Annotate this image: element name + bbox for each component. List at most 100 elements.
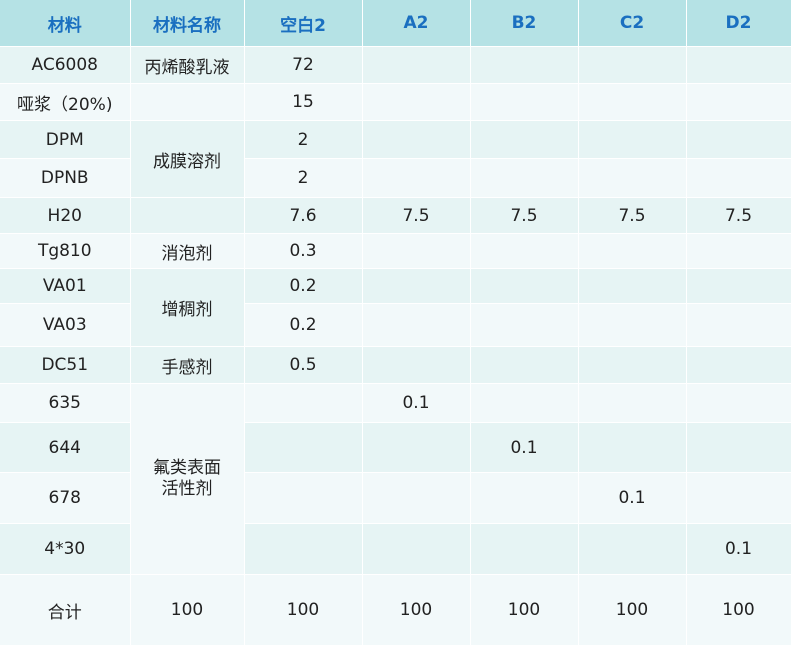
table-row: 644 0.1 <box>0 422 791 473</box>
cell-d2 <box>686 46 791 84</box>
cell-material: 635 <box>0 383 131 423</box>
cell-a2 <box>362 472 471 524</box>
table-row: 635 氟类表面 活性剂 0.1 <box>0 383 791 575</box>
cell-material-name: 增稠剂 <box>130 268 245 347</box>
cell-a2 <box>362 46 471 84</box>
cell-c2 <box>578 46 687 84</box>
cell-d2 <box>686 120 791 159</box>
header-a2: A2 <box>362 0 471 47</box>
cell-c2 <box>578 422 687 473</box>
cell-c2: 100 <box>578 574 687 646</box>
table-row: 哑浆（20%) 15 <box>0 83 791 121</box>
table-row: DC51 手感剂 0.5 <box>0 346 791 384</box>
cell-b2 <box>470 303 579 347</box>
cell-c2 <box>578 346 687 384</box>
total-row: 合计 100 100 100 100 100 100 <box>0 574 791 646</box>
cell-a2 <box>362 523 471 575</box>
cell-c2: 0.1 <box>578 472 687 524</box>
cell-d2: 0.1 <box>686 523 791 575</box>
cell-material: DPM <box>0 120 131 159</box>
cell-a2 <box>362 120 471 159</box>
cell-material-name: 成膜溶剂 <box>130 120 245 198</box>
cell-d2 <box>686 303 791 347</box>
cell-blank2: 2 <box>244 120 363 159</box>
cell-d2 <box>686 233 791 269</box>
fluoro-surfactant-line2: 活性剂 <box>161 479 213 499</box>
cell-b2: 100 <box>470 574 579 646</box>
header-row: 材料 材料名称 空白2 A2 B2 C2 D2 <box>0 0 791 47</box>
cell-b2: 7.5 <box>470 197 579 234</box>
cell-c2 <box>578 83 687 121</box>
cell-a2 <box>362 233 471 269</box>
cell-blank2 <box>244 472 363 524</box>
cell-c2: 7.5 <box>578 197 687 234</box>
cell-material-name: 消泡剂 <box>130 233 245 269</box>
cell-d2 <box>686 346 791 384</box>
header-material: 材料 <box>0 0 131 47</box>
cell-a2 <box>362 268 471 304</box>
cell-b2 <box>470 233 579 269</box>
cell-d2 <box>686 422 791 473</box>
cell-blank2: 0.5 <box>244 346 363 384</box>
header-c2: C2 <box>578 0 687 47</box>
table-row: H20 7.6 7.5 7.5 7.5 7.5 <box>0 197 791 234</box>
cell-material: VA03 <box>0 303 131 347</box>
cell-blank2 <box>244 383 363 423</box>
cell-blank2: 0.3 <box>244 233 363 269</box>
cell-material: 哑浆（20%) <box>0 83 131 121</box>
cell-material: AC6008 <box>0 46 131 84</box>
cell-a2: 0.1 <box>362 383 471 423</box>
table-row: 4*30 0.1 <box>0 523 791 575</box>
cell-d2 <box>686 158 791 198</box>
cell-a2: 7.5 <box>362 197 471 234</box>
cell-a2 <box>362 83 471 121</box>
table-row: Tg810 消泡剂 0.3 <box>0 233 791 269</box>
table-row: 678 0.1 <box>0 472 791 524</box>
cell-material: 678 <box>0 472 131 524</box>
cell-b2 <box>470 158 579 198</box>
cell-material: H20 <box>0 197 131 234</box>
cell-c2 <box>578 523 687 575</box>
cell-b2: 0.1 <box>470 422 579 473</box>
cell-c2 <box>578 120 687 159</box>
header-material-name: 材料名称 <box>130 0 245 47</box>
table-row: VA03 0.2 <box>0 303 791 347</box>
cell-material-name: 氟类表面 活性剂 <box>130 383 245 575</box>
cell-blank2: 15 <box>244 83 363 121</box>
fluoro-surfactant-line1: 氟类表面 <box>153 458 221 478</box>
cell-material: 644 <box>0 422 131 473</box>
cell-blank2: 0.2 <box>244 303 363 347</box>
cell-b2 <box>470 472 579 524</box>
table-row: VA01 增稠剂 0.2 <box>0 268 791 347</box>
cell-d2: 100 <box>686 574 791 646</box>
cell-a2 <box>362 346 471 384</box>
cell-material: Tg810 <box>0 233 131 269</box>
cell-a2 <box>362 422 471 473</box>
cell-b2 <box>470 46 579 84</box>
cell-material: VA01 <box>0 268 131 304</box>
cell-blank2 <box>244 523 363 575</box>
cell-blank2: 2 <box>244 158 363 198</box>
cell-b2 <box>470 523 579 575</box>
table-row: AC6008 丙烯酸乳液 72 <box>0 46 791 84</box>
cell-c2 <box>578 158 687 198</box>
cell-c2 <box>578 268 687 304</box>
cell-material: DPNB <box>0 158 131 198</box>
cell-blank2 <box>244 422 363 473</box>
cell-material-name: 100 <box>130 574 245 646</box>
cell-material: 合计 <box>0 574 131 646</box>
cell-blank2: 100 <box>244 574 363 646</box>
cell-blank2: 7.6 <box>244 197 363 234</box>
cell-d2 <box>686 268 791 304</box>
header-b2: B2 <box>470 0 579 47</box>
cell-a2: 100 <box>362 574 471 646</box>
cell-blank2: 72 <box>244 46 363 84</box>
cell-c2 <box>578 383 687 423</box>
cell-b2 <box>470 83 579 121</box>
cell-material-name: 丙烯酸乳液 <box>130 46 245 84</box>
cell-d2 <box>686 83 791 121</box>
cell-b2 <box>470 268 579 304</box>
cell-d2: 7.5 <box>686 197 791 234</box>
cell-b2 <box>470 346 579 384</box>
